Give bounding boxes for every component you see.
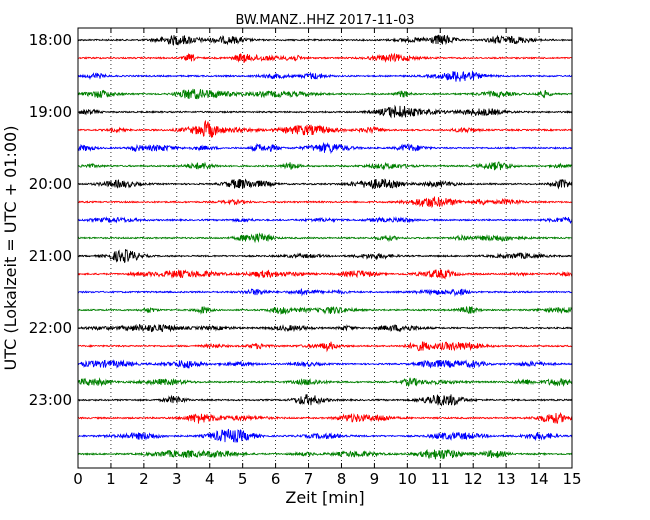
y-tick-label: 19:00 [29,103,72,121]
grid-lines [110,28,540,468]
y-tick-label: 20:00 [29,175,72,193]
y-axis-ticks: 18:00 19:00 20:00 21:00 22:00 23:00 [29,31,572,409]
y-tick-label: 23:00 [29,391,72,409]
x-tick-label: 4 [205,470,215,488]
seismogram-trace [77,428,573,443]
seismogram-trace [77,216,573,225]
seismogram-trace [77,88,573,100]
seismogram-trace [77,323,573,333]
x-axis-ticks: 0 1 2 3 4 5 6 7 8 9 10 11 12 13 14 15 [73,28,582,488]
x-tick-label: 8 [337,470,347,488]
x-tick-label: 7 [304,470,314,488]
y-axis-label: UTC (Lokalzeit = UTC + 01:00) [1,126,20,371]
seismogram-trace [77,306,573,316]
seismogram-trace [77,178,573,190]
seismogram-trace [77,448,573,460]
x-tick-label: 6 [271,470,281,488]
seismogram-trace [77,141,573,155]
seismogram-trace [77,119,573,138]
x-tick-label: 0 [73,470,83,488]
seismogram-trace [77,377,573,388]
seismogram-trace [77,70,573,82]
x-tick-label: 2 [139,470,149,488]
seismogram-trace [77,394,573,407]
seismogram-trace [77,232,573,244]
x-tick-label: 5 [238,470,248,488]
seismogram-traces [77,34,573,460]
seismogram-trace [77,52,573,63]
seismogram-trace [77,161,573,171]
x-tick-label: 3 [172,470,182,488]
y-tick-label: 21:00 [29,247,72,265]
x-tick-label: 13 [497,470,516,488]
seismogram-trace [77,411,573,424]
seismogram-trace [77,359,573,369]
x-tick-label: 14 [530,470,549,488]
x-tick-label: 10 [398,470,417,488]
seismogram-trace [77,196,573,209]
y-tick-label: 18:00 [29,31,72,49]
x-tick-label: 11 [431,470,450,488]
seismogram-trace [77,34,573,46]
seismogram-trace [77,104,573,119]
chart-title: BW.MANZ..HHZ 2017-11-03 [235,13,414,28]
seismogram-trace [77,249,573,264]
x-tick-label: 9 [370,470,380,488]
x-tick-label: 12 [464,470,483,488]
y-tick-label: 22:00 [29,319,72,337]
x-tick-label: 15 [562,470,581,488]
x-tick-label: 1 [106,470,116,488]
seismogram-trace [77,341,573,353]
seismogram-trace [77,268,573,280]
x-axis-label: Zeit [min] [285,488,364,507]
seismogram-trace [77,287,573,297]
plot-frame [77,27,573,469]
